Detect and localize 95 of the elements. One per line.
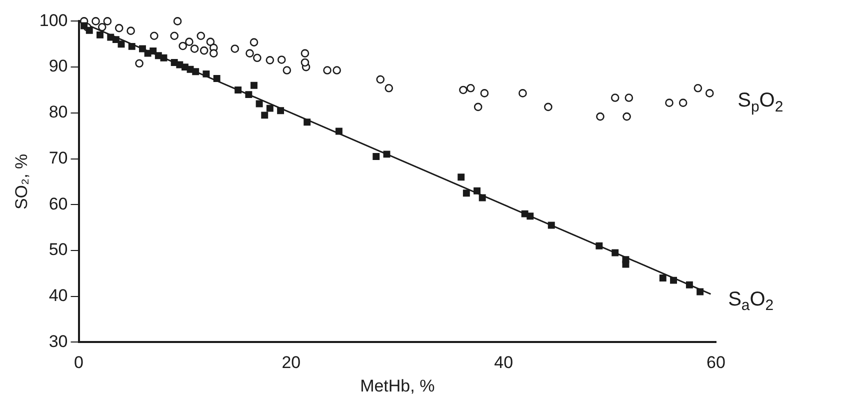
- point: [372, 153, 380, 160]
- point: [206, 38, 215, 46]
- point: [246, 49, 254, 58]
- x-tick-label: 0: [74, 353, 84, 372]
- y-tick-label: 100: [39, 10, 68, 30]
- point: [196, 32, 206, 40]
- point: [92, 17, 100, 26]
- point: [596, 242, 603, 250]
- point: [622, 260, 630, 268]
- point: [128, 42, 136, 50]
- point: [112, 36, 120, 44]
- point: [250, 38, 258, 46]
- point: [300, 49, 310, 58]
- point: [705, 89, 714, 98]
- point: [114, 24, 124, 32]
- y-tick-label: 80: [48, 102, 68, 122]
- point: [686, 281, 693, 288]
- point: [678, 98, 688, 107]
- point: [139, 45, 146, 52]
- point: [376, 75, 385, 84]
- point: [230, 44, 240, 53]
- point: [462, 190, 470, 197]
- point: [622, 112, 631, 121]
- point: [694, 84, 702, 92]
- point: [154, 52, 162, 60]
- point: [670, 276, 677, 284]
- point: [544, 102, 552, 112]
- point: [610, 94, 620, 102]
- point: [624, 94, 634, 102]
- point: [96, 31, 104, 38]
- x-axis-title: MetHb, %: [360, 376, 435, 396]
- point: [659, 274, 666, 282]
- point: [480, 89, 489, 98]
- x-tick-label: 40: [494, 353, 514, 372]
- point: [266, 56, 274, 64]
- point: [80, 22, 88, 30]
- point: [458, 174, 465, 181]
- point: [266, 104, 274, 112]
- point: [332, 66, 341, 74]
- point: [150, 48, 157, 54]
- point: [335, 128, 342, 135]
- point: [466, 84, 475, 92]
- point: [250, 82, 258, 89]
- x-tick-label: 20: [282, 353, 301, 372]
- point: [526, 212, 534, 220]
- point: [282, 66, 292, 74]
- point: [323, 66, 332, 74]
- point: [135, 59, 144, 68]
- point: [261, 112, 268, 119]
- point: [612, 249, 619, 256]
- point: [256, 100, 263, 108]
- point: [596, 112, 604, 121]
- point: [277, 107, 284, 114]
- point: [478, 194, 486, 202]
- point: [86, 26, 93, 34]
- point: [213, 75, 220, 82]
- point: [209, 49, 218, 58]
- point: [173, 17, 182, 26]
- point: [200, 46, 208, 55]
- point: [234, 86, 242, 94]
- point: [383, 150, 390, 158]
- point: [160, 54, 168, 62]
- point: [277, 56, 286, 64]
- point: [304, 118, 311, 126]
- point: [170, 32, 178, 40]
- y-tick-label: 50: [48, 240, 68, 260]
- point: [103, 17, 112, 26]
- point: [696, 288, 704, 296]
- x-tick-label: 60: [706, 353, 726, 372]
- y-axis-title: SO₂, %: [12, 154, 31, 210]
- point: [665, 98, 674, 107]
- point: [384, 84, 394, 92]
- point: [474, 102, 482, 112]
- point: [245, 91, 252, 98]
- y-tick-label: 90: [48, 56, 68, 76]
- y-tick-label: 30: [48, 332, 68, 351]
- point: [300, 58, 310, 67]
- point: [474, 187, 481, 194]
- point: [118, 40, 125, 48]
- point: [190, 44, 199, 53]
- point: [150, 32, 158, 40]
- point: [185, 38, 194, 46]
- point: [178, 42, 187, 50]
- point: [518, 89, 527, 98]
- point: [192, 68, 200, 76]
- y-tick-label: 60: [48, 194, 68, 214]
- point: [126, 26, 135, 35]
- point: [459, 86, 468, 94]
- y-tick-label: 40: [48, 286, 68, 306]
- point: [548, 222, 555, 229]
- point: [253, 54, 262, 62]
- point: [98, 23, 106, 32]
- point: [181, 64, 188, 71]
- y-tick-label: 70: [48, 148, 68, 168]
- point: [202, 70, 210, 78]
